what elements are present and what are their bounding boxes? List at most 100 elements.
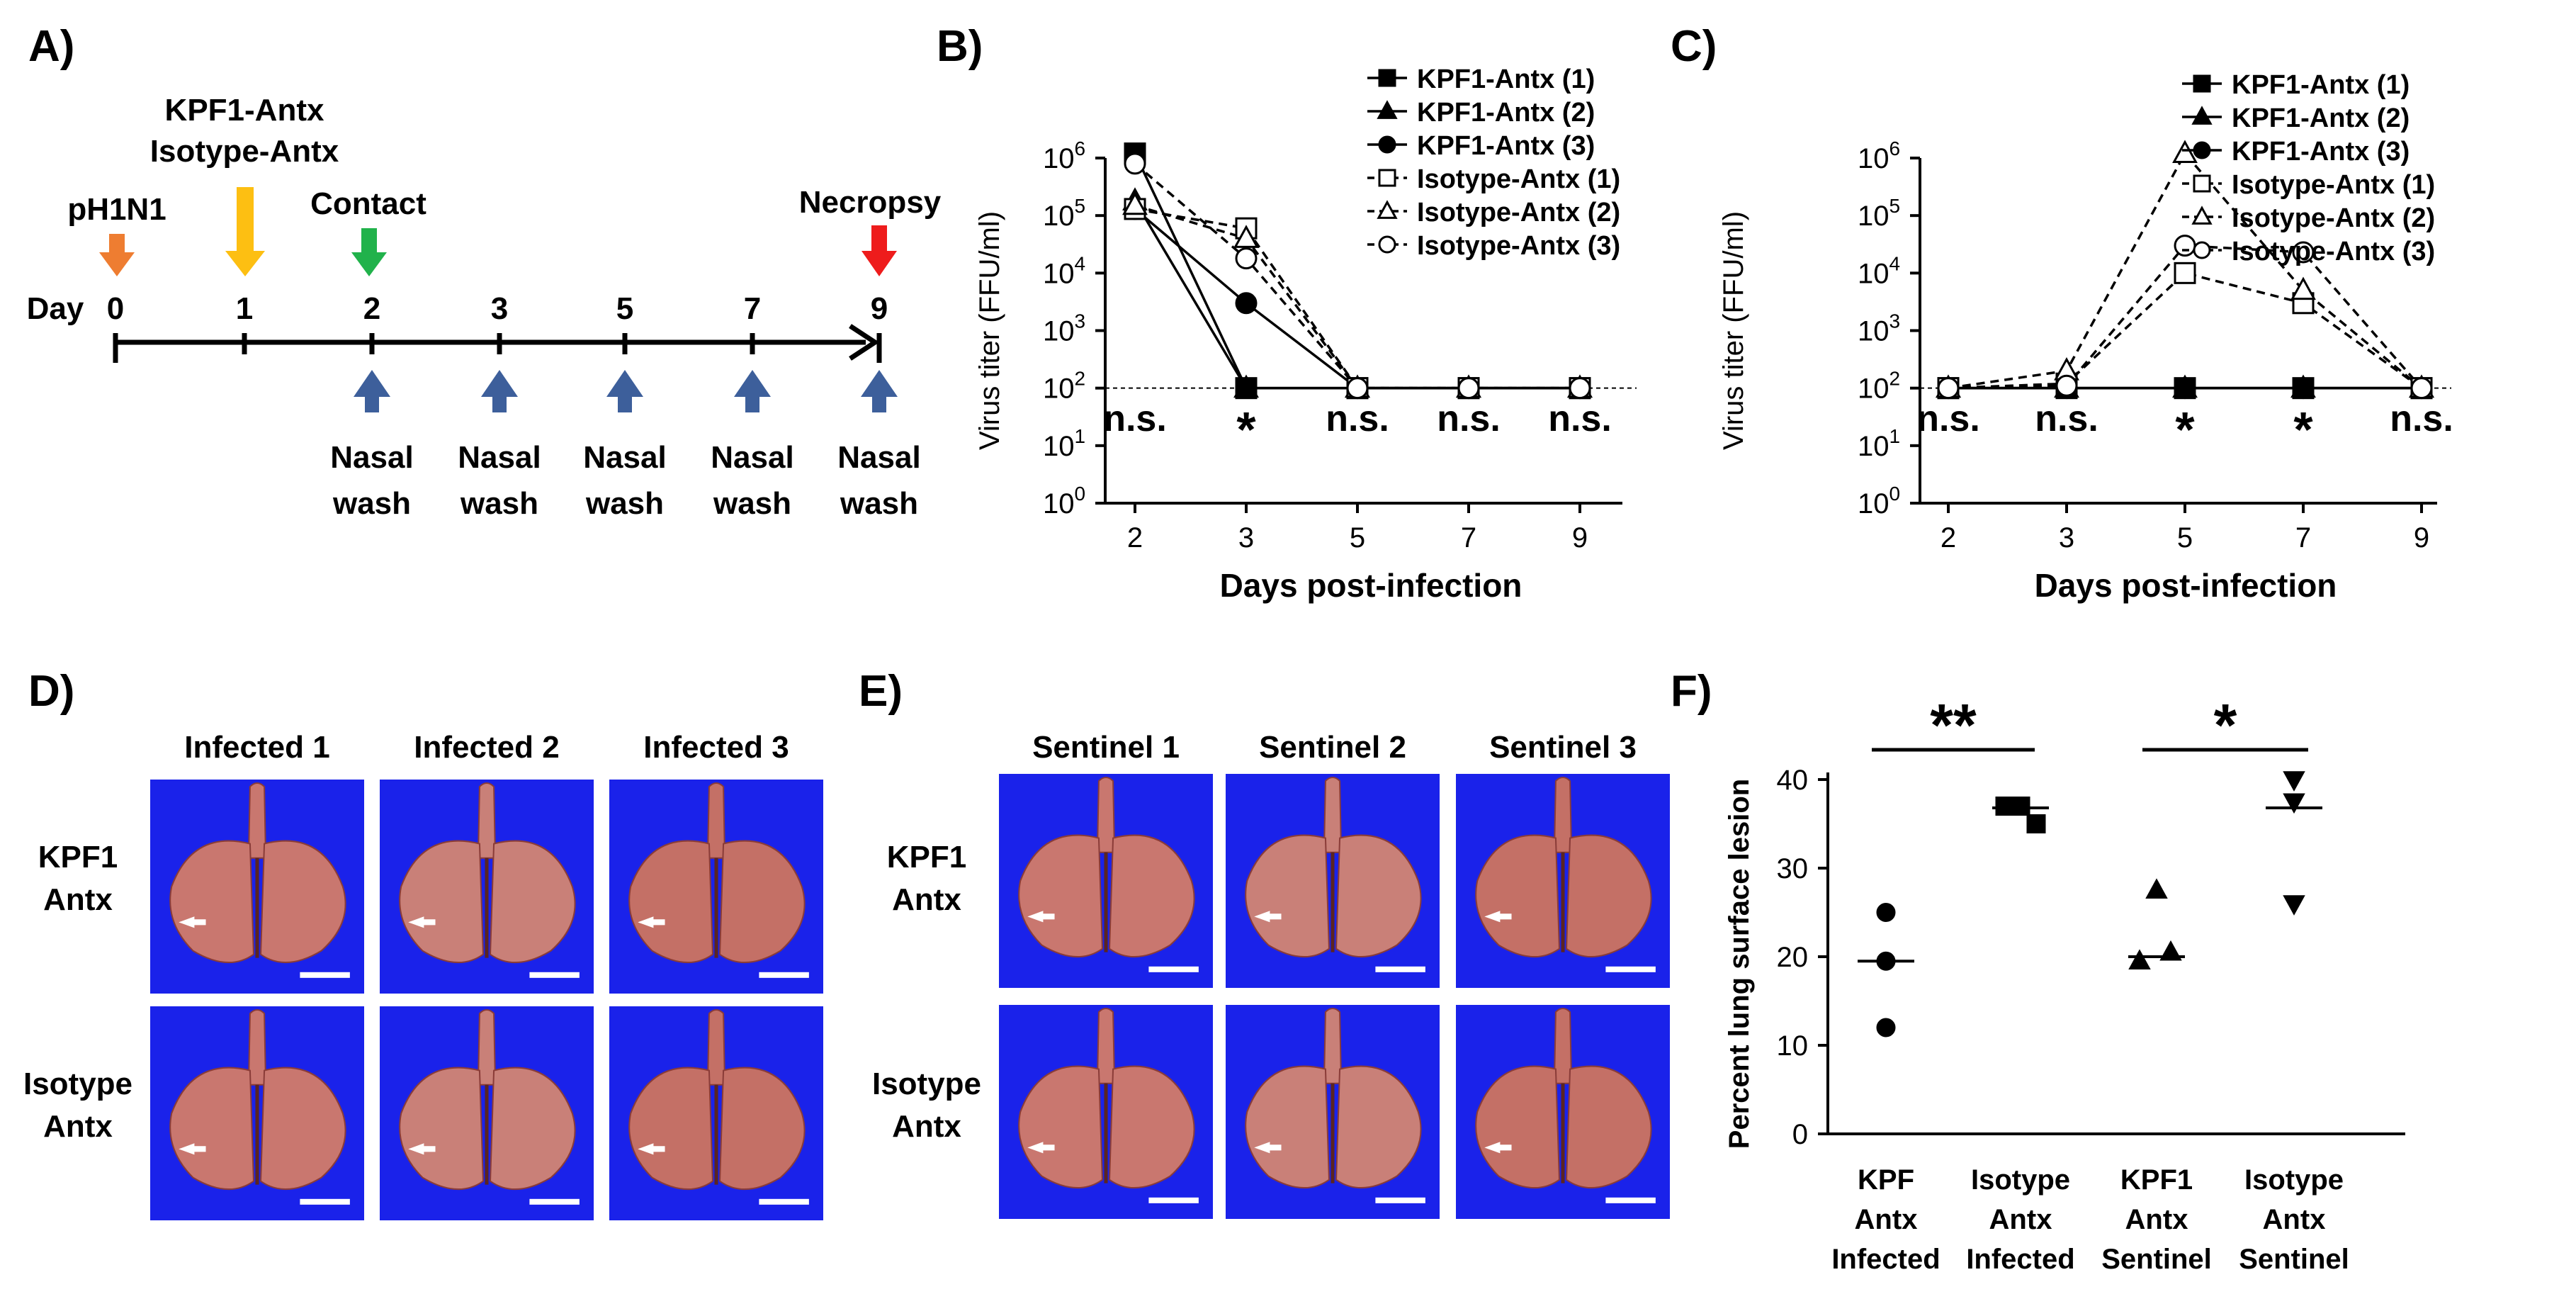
legend-label: Isotype-Antx (1) — [1417, 164, 1620, 194]
photo-e-row-1-line2: Antx — [892, 882, 961, 917]
y-tick-base: 10 — [1858, 488, 1889, 519]
y-tick-exponent: 3 — [1889, 310, 1900, 332]
timeline-axis — [113, 324, 882, 363]
lung-shape — [399, 1009, 580, 1205]
y-tick-label: 0 — [1792, 1119, 1808, 1150]
data-point — [2283, 771, 2305, 792]
photo-d-row-1-line1: KPF1 — [38, 840, 118, 875]
x-axis-label: Days post-infection — [1220, 567, 1523, 604]
legend-label: Isotype-Antx (3) — [2232, 237, 2435, 266]
photo-e-col-2: Sentinel 2 — [1259, 730, 1406, 765]
y-tick-base: 10 — [1043, 373, 1075, 405]
lung-illustration — [1018, 1008, 1199, 1203]
legend-label: Isotype-Antx (2) — [1417, 198, 1620, 227]
significance-label: n.s. — [1916, 398, 1980, 439]
y-tick-base: 10 — [1858, 431, 1889, 462]
timeline-day-9: 9 — [871, 291, 888, 326]
significance-label: n.s. — [1103, 398, 1167, 439]
y-tick-base: 10 — [1043, 431, 1075, 462]
y-tick-base: 10 — [1043, 488, 1075, 519]
significance-label: n.s. — [1437, 398, 1501, 439]
data-point — [2055, 374, 2078, 397]
wash-arrow-day3 — [481, 370, 518, 412]
y-tick-label: 104 — [1858, 252, 1900, 289]
legend-marker — [1378, 69, 1396, 87]
y-tick-exponent: 6 — [1074, 137, 1085, 159]
lung-illustration — [1245, 1008, 1425, 1203]
photo-e-row-1-label: KPF1 Antx — [863, 836, 990, 921]
lung-photo — [380, 1006, 594, 1220]
y-tick-label: 101 — [1043, 425, 1085, 462]
panel-letter-a: A) — [28, 22, 75, 71]
lung-illustration — [1245, 777, 1425, 972]
photo-e-col-3: Sentinel 3 — [1489, 730, 1637, 765]
timeline-day-5: 5 — [616, 291, 633, 326]
wash-label-1a: Nasal — [330, 440, 413, 475]
data-point — [2159, 940, 2182, 961]
x-group-label: KPF1 — [2120, 1164, 2193, 1196]
legend-label: KPF1-Antx (1) — [1417, 64, 1595, 94]
lung-illustration — [1475, 1008, 1656, 1203]
significance-label: n.s. — [2390, 398, 2453, 439]
photo-d-col-1: Infected 1 — [184, 730, 330, 765]
data-point — [2011, 797, 2030, 816]
panel-letter-f: F) — [1671, 667, 1712, 716]
x-group-label: Antx — [2263, 1204, 2326, 1235]
x-tick-label: 2 — [1941, 522, 1956, 553]
series-line — [1948, 151, 2423, 390]
legend-marker — [1378, 135, 1396, 154]
lung-illustration — [169, 1009, 350, 1205]
lung-photo — [999, 774, 1213, 988]
data-point — [2292, 241, 2315, 264]
lung-photo — [999, 1005, 1213, 1219]
lung-photo — [609, 1006, 823, 1220]
timeline-day-0: 0 — [107, 291, 124, 326]
x-tick-label: 3 — [1238, 522, 1254, 553]
x-tick-label: 9 — [2414, 522, 2429, 553]
y-tick-exponent: 6 — [1889, 137, 1900, 159]
x-tick-label: 7 — [2295, 522, 2311, 553]
data-point — [2290, 276, 2316, 300]
data-point — [1876, 1018, 1896, 1037]
photo-d-col-2: Infected 2 — [414, 730, 560, 765]
x-group-label: Antx — [2125, 1204, 2188, 1235]
wash-label-5b: wash — [840, 486, 918, 521]
y-tick-label: 104 — [1043, 252, 1085, 289]
y-tick-exponent: 1 — [1889, 425, 1900, 447]
photo-d-row-2-label: Isotype Antx — [14, 1063, 142, 1148]
chart-f-svg: 0 10 20 30 40 Percent lung surface lesion KPF A… — [1724, 692, 2405, 1275]
data-point — [2283, 793, 2305, 814]
timeline-diagram: KPF1-Antx Isotype-Antx pH1N1 Contact Nec… — [27, 93, 942, 521]
wash-label-1b: wash — [332, 486, 411, 521]
significance-label: n.s. — [1326, 398, 1389, 439]
necropsy-arrow — [862, 225, 897, 276]
panel-letter-d: D) — [28, 667, 75, 716]
y-tick-label: 20 — [1777, 942, 1809, 973]
lung-shape — [169, 782, 350, 978]
x-group-label: Sentinel — [2239, 1244, 2349, 1275]
y-tick-label: 105 — [1043, 195, 1085, 232]
lung-illustration — [399, 1009, 580, 1205]
wash-label-3b: wash — [585, 486, 664, 521]
data-point — [1995, 797, 2015, 816]
x-group-label: Sentinel — [2101, 1244, 2212, 1275]
data-point — [1569, 377, 1591, 400]
legend-marker — [2193, 141, 2211, 159]
photo-e-row-2-line1: Isotype — [871, 1067, 982, 1101]
data-point — [1233, 225, 1259, 248]
y-tick-label: 40 — [1777, 765, 1809, 796]
photo-d-row-1-line2: Antx — [43, 882, 113, 917]
timeline-necropsy-label: Necropsy — [799, 185, 942, 220]
timeline-antx-label-2: Isotype-Antx — [150, 134, 339, 169]
wash-label-4b: wash — [713, 486, 791, 521]
lung-shape — [1018, 1008, 1199, 1203]
legend-marker — [2191, 206, 2213, 225]
legend-label: KPF1-Antx (1) — [2232, 70, 2410, 100]
x-tick-label: 3 — [2059, 522, 2074, 553]
y-axis-label: Virus titer (FFU/ml) — [974, 211, 1005, 450]
y-tick-base: 10 — [1858, 201, 1889, 232]
y-tick-base: 10 — [1858, 258, 1889, 289]
data-point — [1122, 191, 1148, 215]
y-tick-base: 10 — [1858, 316, 1889, 347]
